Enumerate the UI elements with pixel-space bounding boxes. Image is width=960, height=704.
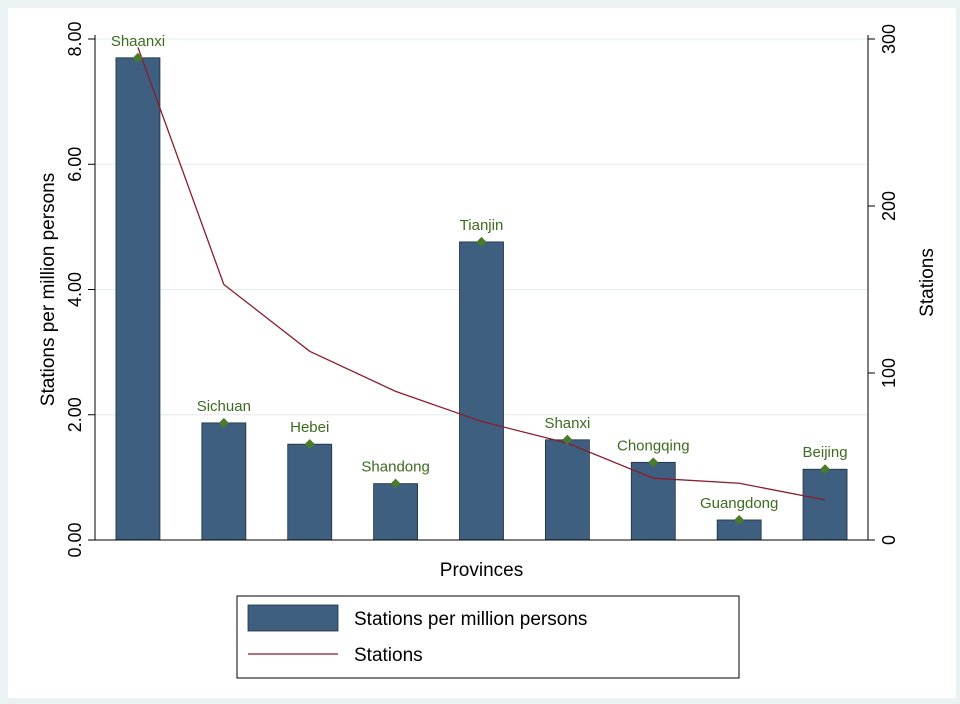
marker-sichuan bbox=[218, 417, 229, 428]
y2-tick-label: 200 bbox=[879, 191, 899, 221]
bar-label-shandong: Shandong bbox=[361, 459, 429, 476]
marker-hebei bbox=[304, 439, 315, 450]
marker-tianjin bbox=[476, 236, 487, 247]
legend-label-line: Stations bbox=[354, 645, 423, 666]
y-tick-label: 6.00 bbox=[65, 147, 85, 182]
bar-label-shanxi: Shanxi bbox=[544, 415, 590, 432]
stations-line-layer bbox=[137, 47, 826, 501]
x-axis-title: Provinces bbox=[440, 560, 523, 581]
y-axis-title: Stations per million persons bbox=[38, 173, 59, 406]
bars bbox=[115, 57, 848, 541]
marker-shanxi bbox=[562, 434, 573, 445]
bar-chongqing bbox=[630, 461, 676, 541]
bar-label-chongqing: Chongqing bbox=[617, 437, 690, 454]
y-tick-label: 2.00 bbox=[65, 397, 85, 432]
bar-label-guangdong: Guangdong bbox=[700, 495, 778, 512]
legend-swatch-bars bbox=[247, 604, 339, 632]
legend-label-bars: Stations per million persons bbox=[354, 609, 587, 630]
axes: 0.00 2.00 4.00 6.00 8.00 0 100 200 300 bbox=[65, 21, 899, 557]
bar-label-sichuan: Sichuan bbox=[197, 398, 251, 415]
bar-tianjin bbox=[459, 241, 504, 541]
marker-shandong bbox=[390, 478, 401, 489]
bar-shanxi bbox=[544, 439, 590, 541]
y2-tick-label: 0 bbox=[879, 535, 899, 545]
marker-guangdong bbox=[734, 514, 745, 525]
bar-beijing bbox=[802, 468, 848, 541]
y2-tick-label: 300 bbox=[879, 24, 899, 54]
bar-label-hebei: Hebei bbox=[290, 419, 329, 436]
y2-tick-label: 100 bbox=[879, 358, 899, 388]
y2-axis-title: Stations bbox=[917, 248, 938, 317]
bar-label-beijing: Beijing bbox=[803, 444, 848, 461]
bar-markers: Shaanxi Sichuan Hebei Shandong Tianjin Shanxi… bbox=[111, 33, 848, 525]
y-tick-label: 8.00 bbox=[65, 21, 85, 56]
bar-sichuan bbox=[201, 422, 247, 541]
marker-beijing bbox=[820, 464, 831, 475]
y-tick-label: 0.00 bbox=[65, 522, 85, 557]
bar-hebei bbox=[287, 443, 333, 541]
legend: Stations per million persons Stations bbox=[236, 595, 740, 679]
bar-shandong bbox=[373, 483, 419, 541]
bar-label-tianjin: Tianjin bbox=[460, 217, 504, 234]
bar-shaanxi bbox=[115, 57, 161, 541]
marker-chongqing bbox=[648, 457, 659, 468]
marker-shaanxi bbox=[132, 52, 143, 63]
y-tick-label: 4.00 bbox=[65, 272, 85, 307]
stations-line bbox=[137, 47, 826, 501]
bar-label-shaanxi: Shaanxi bbox=[111, 33, 165, 50]
